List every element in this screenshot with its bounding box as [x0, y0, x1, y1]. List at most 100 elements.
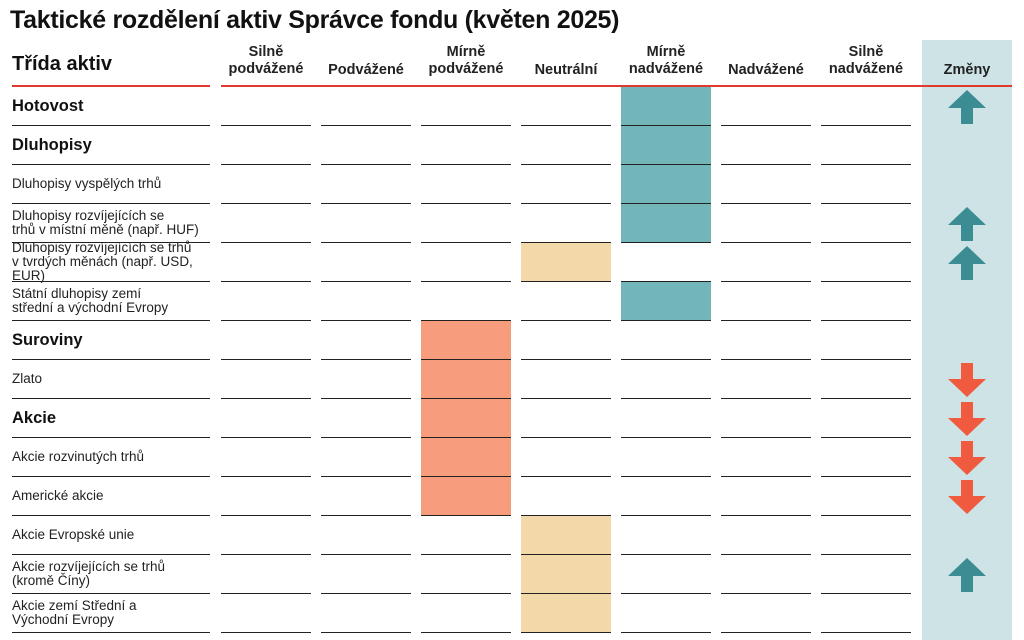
row-rule: [12, 203, 210, 204]
cell-rule: [621, 554, 711, 555]
arrow-up-icon: [948, 246, 986, 280]
cell-rule: [221, 320, 311, 321]
arrow-down-icon: [948, 441, 986, 475]
arrow-up-icon: [948, 207, 986, 241]
cell-rule: [421, 242, 511, 243]
cell-rule: [221, 437, 311, 438]
cell-rule: [221, 164, 311, 165]
cell-rule: [621, 593, 711, 594]
cell-rule: [321, 164, 411, 165]
column-header-0: Silně podvážené: [228, 44, 304, 77]
changes-column-background: [922, 40, 1012, 640]
row-label: Akcie rozvíjejících se trhů (kromě Číny): [12, 559, 166, 588]
cell-rule: [621, 476, 711, 477]
row-label: Americké akcie: [12, 488, 104, 503]
cell-rule: [821, 125, 911, 126]
cell-rule: [221, 632, 311, 633]
row-label: Akcie rozvinutých trhů: [12, 449, 145, 464]
cell-rule: [621, 125, 711, 126]
allocation-cell: [621, 165, 711, 204]
cell-rule: [621, 515, 711, 516]
cell-rule: [421, 281, 511, 282]
row-rule: [12, 593, 210, 594]
column-header-1: Podvážené: [328, 62, 404, 78]
allocation-cell: [421, 477, 511, 516]
allocation-cell: [421, 321, 511, 360]
cell-rule: [221, 554, 311, 555]
cell-rule: [221, 281, 311, 282]
cell-rule: [521, 593, 611, 594]
allocation-cell: [521, 594, 611, 633]
cell-rule: [221, 242, 311, 243]
cell-rule: [721, 554, 811, 555]
cell-rule: [421, 632, 511, 633]
cell-rule: [821, 203, 911, 204]
cell-rule: [821, 242, 911, 243]
cell-rule: [421, 554, 511, 555]
cell-rule: [821, 320, 911, 321]
cell-rule: [521, 281, 611, 282]
cell-rule: [721, 281, 811, 282]
cell-rule: [421, 203, 511, 204]
cell-rule: [621, 359, 711, 360]
cell-rule: [721, 437, 811, 438]
row-label: Akcie: [12, 409, 57, 427]
cell-rule: [321, 398, 411, 399]
cell-rule: [321, 242, 411, 243]
cell-rule: [721, 203, 811, 204]
cell-rule: [221, 398, 311, 399]
arrow-up-icon: [948, 90, 986, 124]
row-rule: [12, 554, 210, 555]
cell-rule: [721, 632, 811, 633]
cell-rule: [421, 359, 511, 360]
row-label: Akcie Evropské unie: [12, 527, 135, 542]
column-header-4: Mírně nadvážené: [628, 44, 704, 77]
row-label: Státní dluhopisy zemí střední a východní…: [12, 286, 169, 315]
row-rule: [12, 437, 210, 438]
cell-rule: [321, 203, 411, 204]
chart-title: Taktické rozdělení aktiv Správce fondu (…: [10, 6, 620, 34]
row-rule: [12, 125, 210, 126]
allocation-cell: [421, 360, 511, 399]
row-rule: [12, 476, 210, 477]
arrow-down-icon: [948, 402, 986, 436]
column-header-6: Silně nadvážené: [828, 44, 904, 77]
allocation-cell: [521, 555, 611, 594]
row-label: Hotovost: [12, 97, 84, 115]
row-label: Akcie zemí Střední a Východní Evropy: [12, 598, 137, 627]
cell-rule: [421, 398, 511, 399]
cell-rule: [421, 515, 511, 516]
cell-rule: [221, 515, 311, 516]
cell-rule: [521, 242, 611, 243]
cell-rule: [421, 164, 511, 165]
cell-rule: [321, 437, 411, 438]
cell-rule: [221, 125, 311, 126]
cell-rule: [721, 359, 811, 360]
cell-rule: [821, 398, 911, 399]
cell-rule: [421, 476, 511, 477]
row-rule: [12, 359, 210, 360]
cell-rule: [721, 515, 811, 516]
cell-rule: [721, 476, 811, 477]
cell-rule: [521, 203, 611, 204]
cell-rule: [521, 554, 611, 555]
cell-rule: [821, 281, 911, 282]
cell-rule: [521, 632, 611, 633]
cell-rule: [521, 398, 611, 399]
row-rule: [12, 281, 210, 282]
arrow-up-icon: [948, 558, 986, 592]
cell-rule: [821, 359, 911, 360]
column-header-5: Nadvážené: [728, 62, 804, 78]
cell-rule: [721, 164, 811, 165]
allocation-cell: [621, 87, 711, 126]
cell-rule: [221, 593, 311, 594]
cell-rule: [321, 125, 411, 126]
allocation-cell: [621, 204, 711, 243]
cell-rule: [221, 359, 311, 360]
cell-rule: [521, 515, 611, 516]
changes-header: Změny: [943, 62, 991, 78]
allocation-cell: [521, 516, 611, 555]
cell-rule: [321, 320, 411, 321]
cell-rule: [621, 398, 711, 399]
cell-rule: [221, 476, 311, 477]
